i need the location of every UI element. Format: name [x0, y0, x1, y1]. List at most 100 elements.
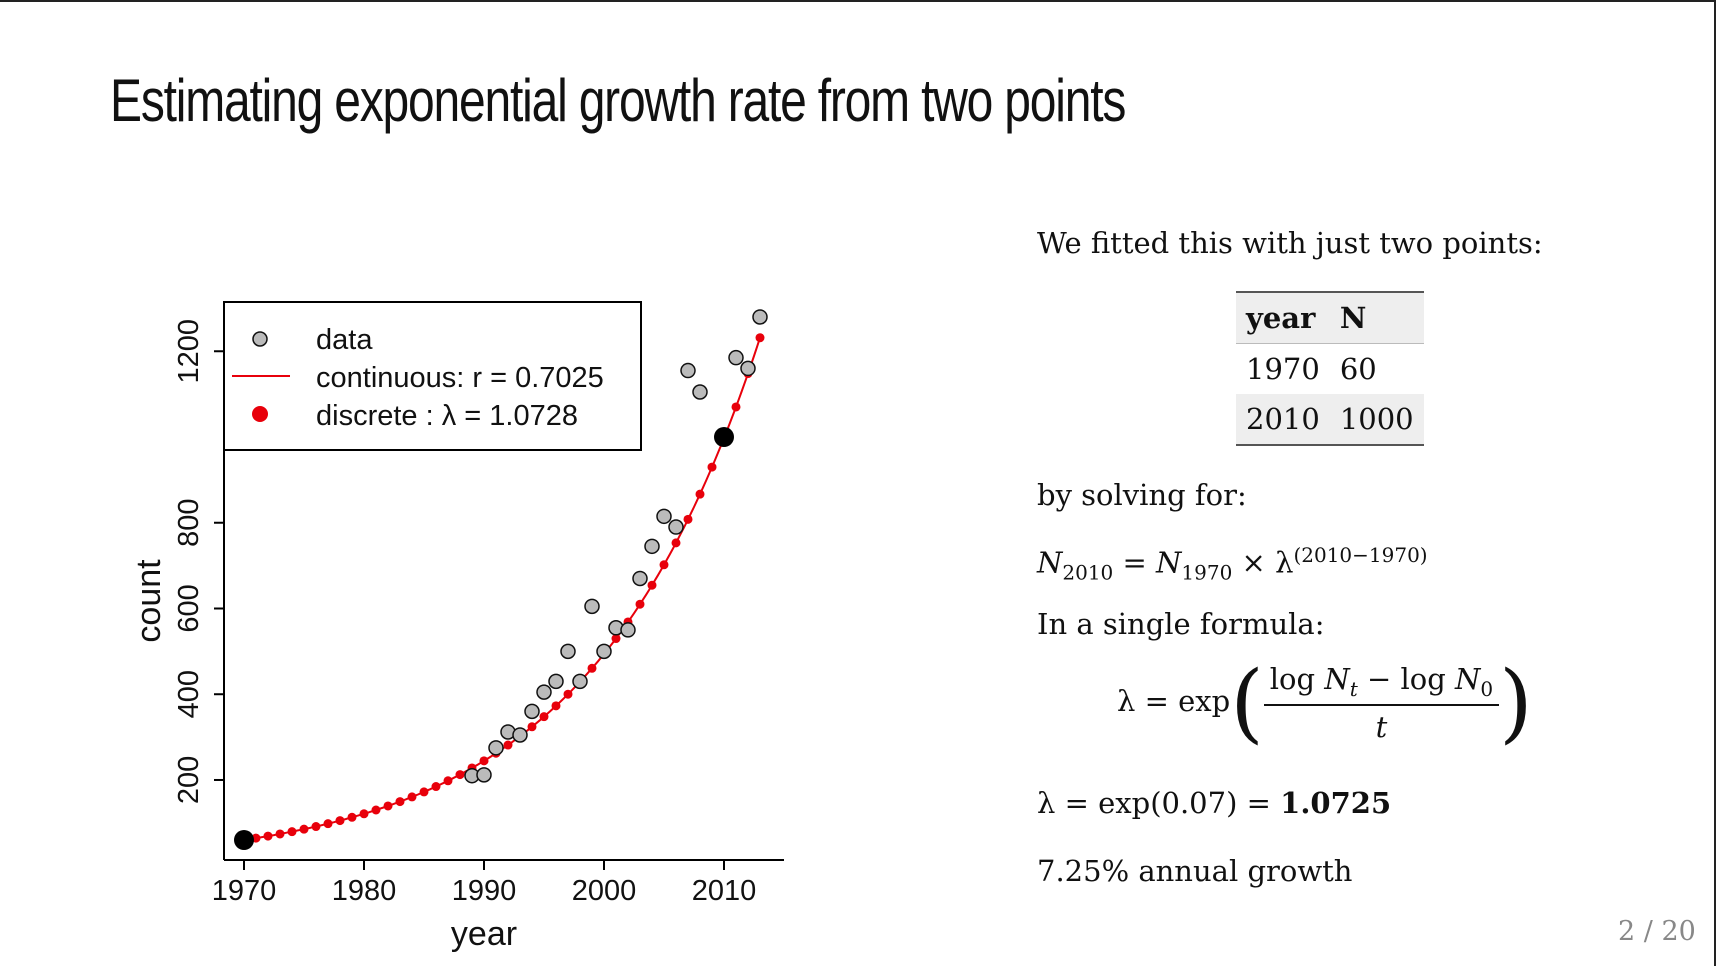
discrete-point [371, 805, 381, 815]
eq1-lambda: λ [1275, 545, 1294, 580]
fitted-points-layer [234, 427, 734, 850]
eq2-exp: = exp [1144, 684, 1231, 718]
x-tick-label: 1980 [332, 875, 397, 907]
eq2-sub2: 0 [1480, 676, 1494, 701]
fitted-point [234, 830, 254, 850]
data-point [668, 519, 684, 535]
growth-text: 7.25% annual growth [1037, 854, 1353, 888]
eq3-result: 1.0725 [1280, 786, 1392, 820]
discrete-point [287, 827, 297, 837]
discrete-point [755, 333, 765, 343]
discrete-point [683, 514, 693, 524]
discrete-point [731, 402, 741, 412]
eq1-lhs-var: N [1037, 545, 1063, 580]
data-point [524, 703, 540, 720]
discrete-point [611, 634, 621, 644]
eq1-times: × [1241, 545, 1266, 580]
data-point [740, 360, 756, 377]
data-point [476, 767, 492, 783]
table-header-row: year N [1236, 291, 1424, 344]
eq2-log1: log [1269, 661, 1325, 696]
table-cell: 1970 [1246, 352, 1320, 386]
y-tick-label: 400 [173, 670, 205, 718]
discrete-point [527, 722, 537, 732]
legend-label: data [316, 324, 373, 356]
legend-label: discrete : λ = 1.0728 [316, 400, 578, 432]
discrete-point [479, 756, 489, 766]
eq3-lhs: λ = exp(0.07) = [1037, 786, 1281, 820]
data-points-layer [464, 309, 768, 784]
y-axis-label: count [130, 559, 168, 643]
discrete-point [407, 792, 417, 802]
data-point [512, 727, 528, 743]
eq2-lambda: λ [1117, 684, 1136, 718]
page-number: 2 / 20 [1618, 916, 1696, 947]
y-tick-label: 1200 [173, 319, 205, 384]
legend-data-symbol [252, 331, 268, 347]
eq2-denominator: t [1375, 710, 1388, 745]
equation-lambda-formula: λ = exp(log Nt − log N0 t) [1117, 660, 1533, 746]
solving-text: by solving for: [1037, 478, 1247, 512]
discrete-point [647, 580, 657, 590]
discrete-point [383, 801, 393, 811]
discrete-point [659, 560, 669, 570]
y-tick-label: 200 [173, 756, 205, 804]
legend-label: continuous: r = 0.7025 [316, 362, 604, 394]
eq1-lhs-sub: 2010 [1062, 560, 1114, 585]
slide-title: Estimating exponential growth rate from … [110, 67, 1126, 134]
discrete-point [299, 824, 309, 834]
chart-legend: data continuous: r = 0.7025 discrete : λ =… [223, 301, 642, 451]
eq2-numerator: log Nt − log N0 [1263, 661, 1500, 707]
chart-axes: 1970 1980 1990 2000 2010 200 400 600 800 1200 year… [130, 302, 784, 953]
x-tick-label: 1970 [212, 875, 277, 907]
intro-text: We fitted this with just two points: [1037, 226, 1543, 260]
eq1-equals: = [1122, 545, 1147, 580]
discrete-point [395, 797, 405, 807]
eq2-var1: N [1324, 661, 1350, 696]
table-header-year: year [1236, 291, 1330, 344]
eq2-var2: N [1455, 661, 1481, 696]
x-axis-label: year [451, 915, 517, 953]
discrete-point [275, 829, 285, 839]
data-point [488, 740, 504, 756]
eq2-open-paren: ( [1230, 653, 1264, 753]
table-cell: 2010 [1236, 394, 1330, 446]
y-tick-label: 800 [173, 499, 205, 547]
eq2-fraction: log Nt − log N0 t [1263, 661, 1500, 745]
table-cell: 1000 [1329, 394, 1424, 446]
discrete-point [671, 538, 681, 548]
equation-two-point: N2010 = N1970 × λ(2010−1970) [1037, 543, 1428, 584]
data-point [728, 349, 744, 366]
fitted-point [714, 427, 734, 447]
table-header-n: N [1329, 291, 1424, 344]
data-point [656, 508, 672, 525]
discrete-point [539, 712, 549, 722]
discrete-point [695, 489, 705, 499]
data-point [596, 643, 612, 660]
data-point [632, 570, 648, 587]
data-point [584, 598, 600, 615]
data-point [560, 643, 576, 660]
x-tick-label: 1990 [452, 875, 517, 907]
single-formula-text: In a single formula: [1037, 607, 1325, 641]
eq1-rhs-var: N [1156, 545, 1182, 580]
discrete-point [587, 663, 597, 673]
data-point [548, 673, 564, 690]
eq2-minus-log: − log [1357, 661, 1455, 696]
data-point [572, 673, 588, 690]
discrete-point [455, 770, 465, 780]
discrete-point [359, 809, 369, 819]
discrete-point [419, 787, 429, 797]
data-point [620, 622, 636, 638]
discrete-point [443, 776, 453, 786]
legend-discrete-symbol [252, 406, 268, 422]
discrete-point [503, 740, 513, 750]
eq1-rhs-sub: 1970 [1181, 560, 1233, 585]
data-point [680, 362, 696, 379]
discrete-point [431, 782, 441, 792]
equation-result: λ = exp(0.07) = 1.0725 [1037, 786, 1391, 820]
table-row: 2010 1000 [1236, 394, 1424, 446]
discrete-point [635, 599, 645, 609]
